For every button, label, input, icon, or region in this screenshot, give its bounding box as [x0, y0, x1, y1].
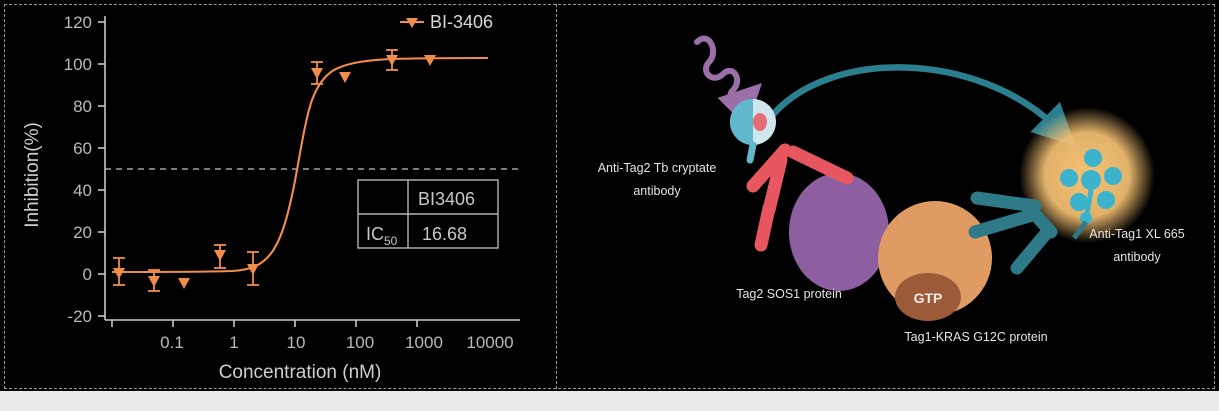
table-row-label: IC50 — [366, 224, 398, 248]
htrf-assay-schematic: GTP — [598, 35, 1185, 344]
table-header-compound: BI3406 — [418, 189, 475, 209]
anti-tag2-antibody-label-line2: antibody — [633, 184, 681, 198]
kras-protein-label: Tag1-KRAS G12C protein — [904, 330, 1047, 344]
xl665-acceptor-fluorophore-icon — [1060, 149, 1122, 240]
excitation-light-arrow-icon — [694, 35, 762, 128]
legend-label: BI-3406 — [430, 12, 493, 32]
anti-tag2-antibody-shape — [746, 143, 854, 252]
sos1-protein-shape — [789, 173, 889, 291]
y-tick-label: 40 — [73, 181, 92, 200]
gtp-nucleotide-shape — [895, 273, 961, 321]
x-tick-label: 1000 — [405, 333, 443, 352]
tb-cryptate-donor-icon — [730, 99, 776, 164]
panel-htrf-diagram: GTP — [557, 0, 1219, 391]
panel-dose-response-chart: 120 100 80 60 40 20 0 -20 0.1 1 10 — [0, 0, 556, 391]
anti-tag1-antibody-label-line1: Anti-Tag1 XL 665 — [1089, 227, 1184, 241]
anti-tag1-antibody-label-line2: antibody — [1113, 250, 1161, 264]
y-tick-label: 120 — [64, 13, 92, 32]
x-tick-label: 100 — [346, 333, 374, 352]
ic50-label: IC — [366, 224, 384, 244]
x-tick-label: 10 — [287, 333, 306, 352]
sos1-protein-label: Tag2 SOS1 protein — [736, 287, 842, 301]
x-tick-label: 10000 — [466, 333, 513, 352]
bottom-strip — [0, 391, 1219, 411]
y-tick-label: 80 — [73, 97, 92, 116]
x-axis-title: Concentration (nM) — [219, 362, 382, 383]
y-axis-ticks: 120 100 80 60 40 20 0 -20 — [64, 13, 105, 326]
y-tick-label: 60 — [73, 139, 92, 158]
y-tick-label: -20 — [67, 307, 92, 326]
axis-lines — [104, 16, 520, 321]
data-markers — [113, 55, 436, 289]
anti-tag1-antibody-shape — [968, 191, 1058, 275]
panel-divider — [556, 4, 557, 389]
dose-response-plot: 120 100 80 60 40 20 0 -20 0.1 1 10 — [22, 12, 520, 383]
x-axis-ticks: 0.1 1 10 100 1000 10000 — [111, 320, 514, 352]
y-tick-label: 0 — [83, 265, 92, 284]
error-bars — [113, 49, 398, 292]
table-cell-ic50-value: 16.68 — [422, 224, 467, 244]
legend-marker-triangle-down-icon — [406, 18, 418, 28]
anti-tag2-antibody-label-line1: Anti-Tag2 Tb cryptate — [598, 161, 717, 175]
chart-legend: BI-3406 — [400, 12, 493, 32]
y-tick-label: 100 — [64, 55, 92, 74]
x-tick-label: 1 — [229, 333, 238, 352]
gtp-label: GTP — [914, 290, 943, 306]
y-axis-title: Inhibition(%) — [22, 122, 43, 228]
fret-energy-transfer-arrow-icon — [766, 64, 1076, 147]
x-tick-label: 0.1 — [160, 333, 184, 352]
ic50-subscript: 50 — [384, 234, 398, 248]
inset-results-table: BI3406 IC50 16.68 — [357, 179, 499, 249]
y-tick-label: 20 — [73, 223, 92, 242]
